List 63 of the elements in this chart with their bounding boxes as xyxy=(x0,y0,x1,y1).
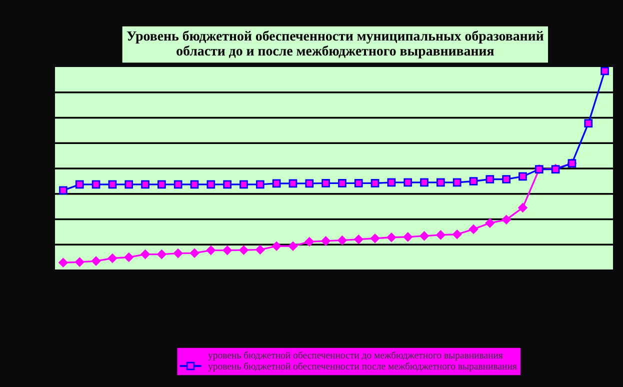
point xyxy=(469,177,478,186)
point xyxy=(141,180,150,189)
point xyxy=(403,232,412,242)
point xyxy=(304,237,314,246)
point xyxy=(354,234,364,244)
point xyxy=(518,203,528,212)
point xyxy=(502,215,511,224)
point xyxy=(239,245,248,255)
point xyxy=(256,180,264,189)
point xyxy=(338,179,346,188)
point xyxy=(370,234,380,243)
point xyxy=(468,224,478,234)
point xyxy=(74,257,84,267)
point xyxy=(420,178,428,187)
point xyxy=(174,180,182,189)
point xyxy=(272,241,282,251)
point xyxy=(173,248,183,258)
point xyxy=(584,119,593,128)
point xyxy=(240,180,248,189)
point xyxy=(387,178,396,187)
point xyxy=(322,179,330,188)
point xyxy=(206,246,216,255)
chart-title: Уровень бюджетной обеспеченности муниципальных образований области до и после межбюджетного выравнивания xyxy=(126,30,544,58)
point xyxy=(502,175,510,184)
point xyxy=(206,180,216,189)
point xyxy=(59,186,68,195)
point xyxy=(190,248,200,258)
point xyxy=(108,180,117,189)
point xyxy=(404,178,412,187)
legend-label: уровень бюджетной обеспеченности после межбюджетного выравнивания xyxy=(208,362,517,372)
point xyxy=(420,231,429,241)
point xyxy=(157,250,166,259)
point xyxy=(288,179,298,188)
point xyxy=(518,172,527,181)
point xyxy=(600,67,609,76)
text: уровень бюджетной обеспеченности до межбюджетного выравнивания xyxy=(208,351,503,360)
point xyxy=(436,230,446,240)
point xyxy=(190,180,199,189)
point xyxy=(108,254,118,263)
point xyxy=(305,179,314,188)
point xyxy=(124,252,134,262)
point xyxy=(272,179,281,188)
point xyxy=(436,178,445,187)
point xyxy=(140,250,150,259)
point xyxy=(58,258,68,268)
point xyxy=(486,175,494,184)
point xyxy=(338,236,347,245)
point xyxy=(124,180,134,189)
point xyxy=(386,232,396,242)
point xyxy=(321,236,330,246)
point xyxy=(223,180,232,189)
point xyxy=(222,246,232,255)
point xyxy=(75,180,84,189)
point xyxy=(256,245,265,254)
point xyxy=(370,179,380,188)
point xyxy=(354,179,363,188)
point xyxy=(92,180,100,189)
point xyxy=(452,178,462,187)
point xyxy=(452,230,462,239)
point xyxy=(158,180,166,189)
point xyxy=(485,218,495,228)
point xyxy=(288,241,298,251)
point xyxy=(91,256,101,266)
